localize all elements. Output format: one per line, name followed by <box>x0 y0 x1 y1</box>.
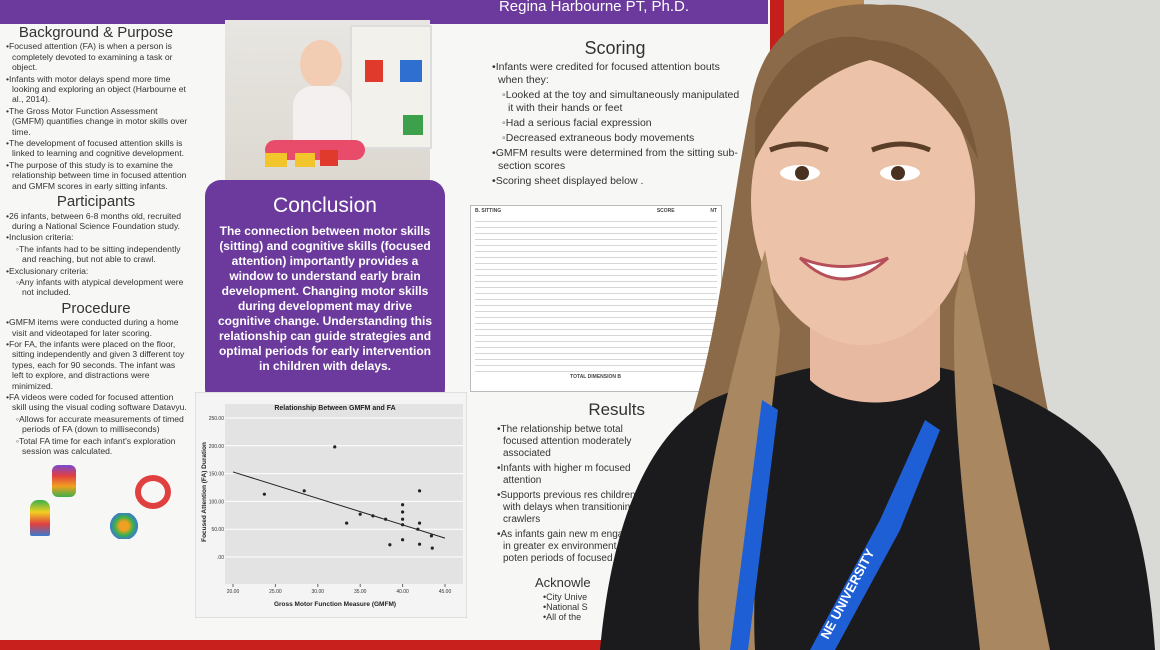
y-tick-label: 200.00 <box>209 444 225 450</box>
y-tick-label: 50.00 <box>211 527 224 533</box>
bullet: National S <box>541 602 645 612</box>
brow-right <box>871 141 931 153</box>
bullet: City Unive <box>541 592 645 602</box>
bullet: Scoring sheet displayed below . <box>490 175 740 188</box>
bullet: Infants were credited for focused attent… <box>490 61 740 87</box>
x-tick-label: 30.00 <box>312 589 325 595</box>
conclusion-text: The connection between motor skills (sit… <box>217 224 433 373</box>
chart-title: Relationship Between GMFM and FA <box>274 405 395 412</box>
hair-left <box>698 250 780 650</box>
toy-icons <box>30 465 180 545</box>
person: NE UNIVERSITY <box>600 4 1155 650</box>
bullet: Any infants with atypical development we… <box>4 277 188 298</box>
iris-right <box>891 166 905 180</box>
results-column: Results The relationship betwe total focu… <box>495 400 645 622</box>
data-point <box>417 542 422 546</box>
data-point <box>417 489 422 493</box>
conclusion-box: Conclusion The connection between motor … <box>205 180 445 405</box>
hair-right <box>954 250 1050 650</box>
bullet: All of the <box>541 612 645 622</box>
scoring-sheet: B. SITTING SCORE NT TOTAL DIMENSION B <box>470 205 722 392</box>
section-title: Results <box>588 400 645 419</box>
data-point <box>417 521 422 525</box>
bullet: Focused attention (FA) is when a person … <box>4 41 188 72</box>
data-point <box>401 510 405 514</box>
y-tick-label: 250.00 <box>209 416 225 422</box>
conclusion-title: Conclusion <box>273 194 377 217</box>
iris-left <box>795 166 809 180</box>
bullet: Supports previous res children with dela… <box>495 490 645 526</box>
brow-left <box>769 141 829 153</box>
bullet: Exclusionary criteria: <box>4 266 188 276</box>
bullet: Had a serious facial expression <box>490 117 740 130</box>
bullet: The purpose of this study is to examine … <box>4 160 188 191</box>
bullet: GMFM items were conducted during a home … <box>4 317 188 338</box>
hair-top <box>755 36 978 160</box>
bullet: The Gross Motor Function Assessment (GMF… <box>4 106 188 137</box>
face <box>751 55 975 345</box>
section-title: Procedure <box>61 299 131 317</box>
bullet: Looked at the toy and simultaneously man… <box>490 89 740 115</box>
sheet-score: SCORE <box>656 208 675 214</box>
smile <box>798 256 890 281</box>
left-column: Background & PurposeFocused attention (F… <box>4 24 188 457</box>
data-point <box>384 517 388 521</box>
scatter-chart: Relationship Between GMFM and FA Gross Mo… <box>195 392 467 618</box>
section-title: Scoring <box>584 38 646 58</box>
section-title: Participants <box>56 193 136 211</box>
bullet: 26 infants, between 6-8 months old, recr… <box>4 211 188 232</box>
sheet-nt: NT <box>710 208 717 214</box>
scoring-column: Scoring Infants were credited for focused… <box>490 38 740 190</box>
sheet-total: TOTAL DIMENSION B <box>570 374 621 380</box>
shirt <box>600 360 1155 650</box>
sheet-title: B. SITTING <box>475 208 502 214</box>
data-point <box>401 538 405 542</box>
bullet: The infants had to be sitting independen… <box>4 244 188 265</box>
data-point <box>416 527 420 531</box>
data-point <box>401 503 405 507</box>
data-point <box>333 445 337 449</box>
data-point <box>401 523 405 527</box>
bullet: FA videos were coded for focused attenti… <box>4 392 188 413</box>
bullet: For FA, the infants were placed on the f… <box>4 339 188 391</box>
data-point <box>371 514 375 518</box>
bullet: Total FA time for each infant's explorat… <box>4 436 188 457</box>
data-point <box>430 546 434 550</box>
lanyard-right <box>810 420 940 650</box>
bullet: Infants with higher m focused attention <box>495 463 645 487</box>
bullet: The relationship betwe total focused att… <box>495 424 645 460</box>
x-tick-label: 45.00 <box>439 589 452 595</box>
y-tick-label: 100.00 <box>209 499 225 505</box>
data-point <box>262 492 266 496</box>
bullet: The development of focused attention ski… <box>4 138 188 159</box>
x-tick-label: 40.00 <box>396 589 409 595</box>
x-tick-label: 20.00 <box>227 589 240 595</box>
section-title: Acknowle <box>535 575 591 590</box>
bullet: Inclusion criteria: <box>4 232 188 242</box>
data-point <box>302 489 306 493</box>
data-point <box>388 543 392 547</box>
data-point <box>345 521 349 525</box>
bullet: As infants gain new m engage in greater … <box>495 529 645 565</box>
x-tick-label: 25.00 <box>269 589 282 595</box>
header-text: Regina Harbourne PT, Ph.D. <box>498 0 690 15</box>
data-point <box>429 534 434 538</box>
data-point <box>401 517 405 521</box>
y-tick-label: .00 <box>217 555 224 561</box>
bullet: Decreased extraneous body movements <box>490 132 740 145</box>
trend-line <box>232 471 446 539</box>
bullet: Allows for accurate measurements of time… <box>4 414 188 435</box>
y-axis-label: Focused Attention (FA) Duration <box>201 442 208 542</box>
baby-photo <box>225 20 432 185</box>
data-point <box>358 512 362 516</box>
bullet: Infants with motor delays spend more tim… <box>4 74 188 105</box>
x-tick-label: 35.00 <box>354 589 367 595</box>
lanyard-left <box>730 400 778 650</box>
x-axis-label: Gross Motor Function Measure (GMFM) <box>274 601 396 608</box>
poster: Regina Harbourne PT, Ph.D. Background & … <box>0 0 770 640</box>
section-title: Background & Purpose <box>18 24 174 41</box>
y-tick-label: 150.00 <box>209 472 225 478</box>
bullet: GMFM results were determined from the si… <box>490 147 740 173</box>
